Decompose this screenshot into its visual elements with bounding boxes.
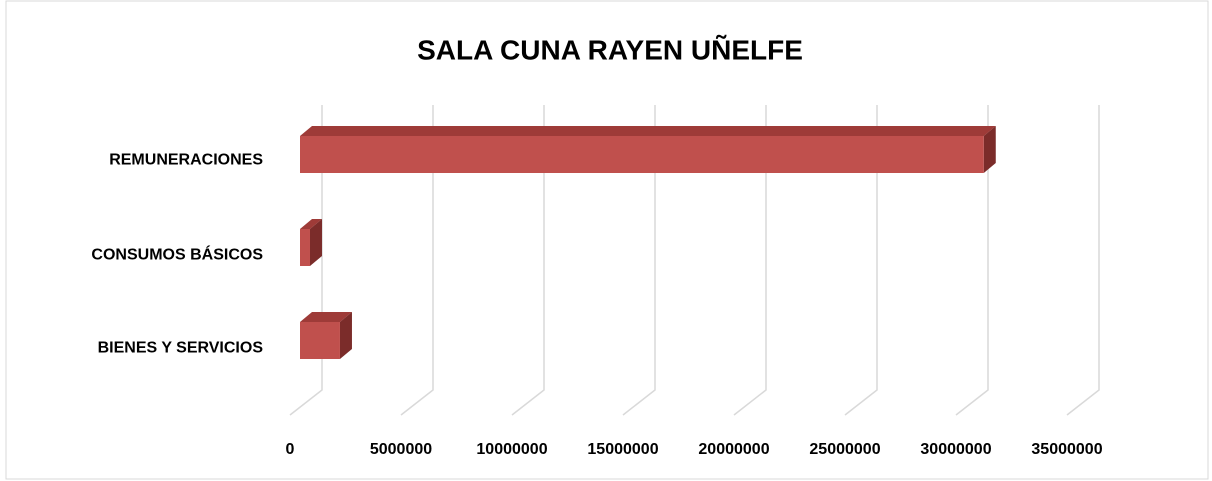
grid-line xyxy=(400,105,434,416)
y-tick-label: BIENES Y SERVICIOS xyxy=(98,340,264,357)
y-tick-label: REMUNERACIONES xyxy=(109,152,263,169)
bar xyxy=(300,322,340,359)
x-tick-label: 15000000 xyxy=(587,441,658,458)
grid-line xyxy=(733,105,767,416)
bar-top xyxy=(300,219,322,229)
grid-line xyxy=(289,105,323,416)
x-tick-label: 0 xyxy=(286,441,295,458)
bar-top xyxy=(300,126,996,136)
bar xyxy=(300,229,310,266)
chart-title: SALA CUNA RAYEN UÑELFE xyxy=(417,34,803,65)
x-tick-label: 35000000 xyxy=(1031,441,1102,458)
bar xyxy=(300,136,984,173)
grid-line xyxy=(622,105,656,416)
x-tick-label: 20000000 xyxy=(698,441,769,458)
x-tick-label: 25000000 xyxy=(809,441,880,458)
bar-side xyxy=(309,219,322,266)
y-tick-label: CONSUMOS BÁSICOS xyxy=(91,245,263,264)
x-tick-label: 10000000 xyxy=(476,441,547,458)
bar-top xyxy=(300,312,352,322)
bar-side xyxy=(983,126,996,173)
x-tick-label: 30000000 xyxy=(920,441,991,458)
x-tick-label: 5000000 xyxy=(370,441,432,458)
chart-frame xyxy=(5,0,1209,480)
grid-line xyxy=(844,105,878,416)
bar-side xyxy=(339,312,352,359)
grid xyxy=(289,105,1100,416)
grid-line xyxy=(955,105,989,416)
grid-line xyxy=(1066,105,1100,416)
grid-line xyxy=(511,105,545,416)
bars xyxy=(300,126,996,359)
